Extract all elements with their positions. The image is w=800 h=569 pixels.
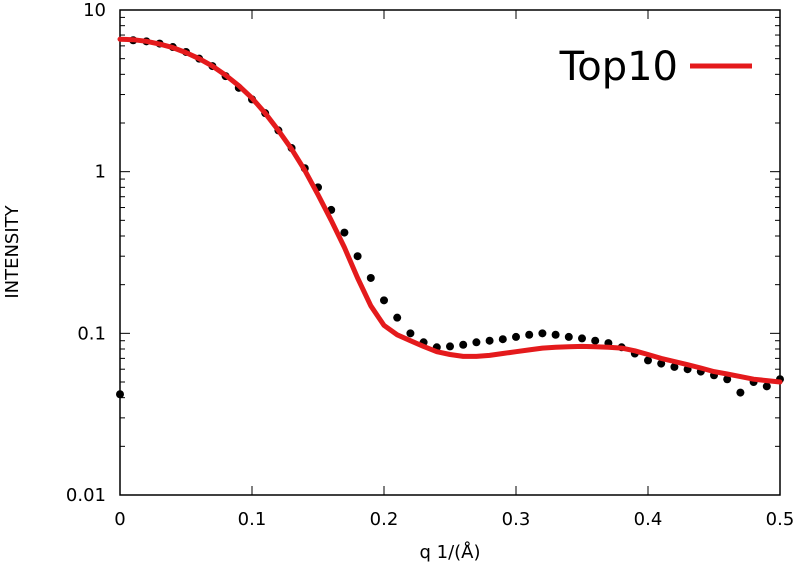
- data-point: [723, 375, 732, 384]
- data-point: [353, 252, 362, 261]
- data-point: [446, 342, 454, 351]
- data-point: [578, 334, 586, 343]
- data-point: [564, 332, 573, 341]
- data-point: [406, 329, 415, 338]
- data-point: [538, 329, 547, 338]
- data-point: [736, 388, 745, 397]
- data-point: [498, 335, 507, 344]
- x-tick-label: 0.2: [370, 509, 399, 530]
- data-point: [366, 273, 375, 282]
- y-tick-label: 0.1: [77, 323, 106, 344]
- data-point: [657, 359, 666, 368]
- fit-line: [117, 36, 783, 385]
- x-tick-label: 0.5: [766, 509, 795, 530]
- y-tick-label: 1: [95, 162, 106, 183]
- data-point: [485, 336, 494, 345]
- plot-frame: [119, 9, 781, 496]
- data-point: [380, 296, 388, 305]
- legend: Top10: [559, 44, 752, 90]
- data-points: [116, 36, 784, 399]
- data-point: [551, 330, 560, 339]
- x-tick-label: 0: [114, 509, 125, 530]
- axis-ticks: [119, 9, 781, 496]
- x-axis-label: q 1/(Å): [419, 541, 480, 563]
- x-tick-label: 0.4: [634, 509, 663, 530]
- y-tick-label: 10: [83, 0, 106, 21]
- data-point: [512, 332, 520, 341]
- series-line-top10: [117, 36, 783, 385]
- x-tick-label: 0.3: [502, 509, 531, 530]
- data-point: [644, 356, 652, 365]
- legend-label-top10: Top10: [559, 44, 678, 90]
- data-point: [670, 362, 679, 371]
- data-point: [591, 336, 600, 345]
- data-point: [393, 313, 402, 322]
- x-tick-label: 0.1: [238, 509, 267, 530]
- data-point: [525, 330, 534, 339]
- tick-labels: 0 0.1 0.2 0.3 0.4 0.5 0.01 0.1 1 10: [66, 0, 794, 530]
- data-point: [472, 338, 481, 347]
- data-point: [116, 390, 124, 399]
- data-point: [340, 228, 349, 237]
- data-point: [762, 382, 771, 391]
- data-point: [459, 340, 468, 349]
- y-tick-label: 0.01: [66, 485, 106, 506]
- y-axis-label: INTENSITY: [2, 204, 23, 298]
